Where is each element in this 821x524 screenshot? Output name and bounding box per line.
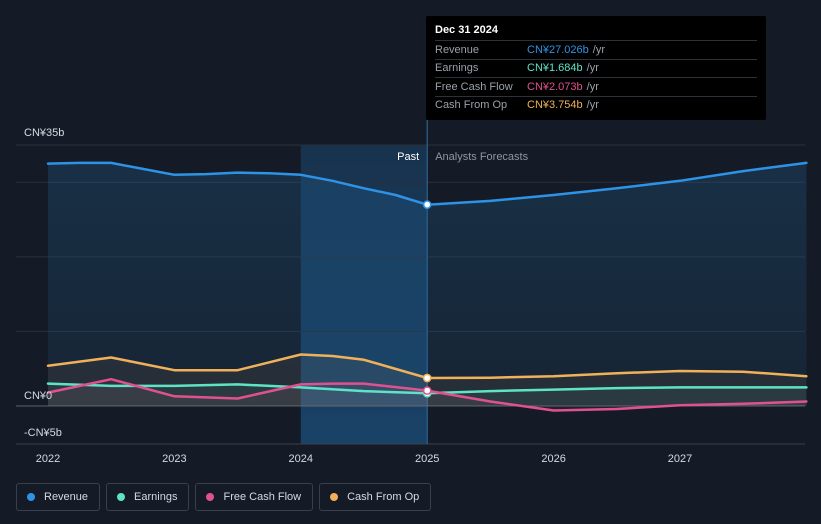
legend-item-earnings[interactable]: Earnings [106, 483, 190, 511]
past-label: Past [397, 151, 419, 163]
line-cash-from-op [46, 353, 808, 380]
y-tick-label: CN¥0 [24, 390, 52, 402]
tooltip-value: CN¥3.754b [527, 99, 583, 112]
revenue-dot-icon [27, 493, 35, 501]
tooltip-unit: /yr [592, 43, 606, 56]
line-free-cash-flow [46, 377, 808, 412]
tooltip-unit: /yr [586, 99, 599, 112]
legend-item-revenue[interactable]: Revenue [16, 483, 101, 511]
x-tick-label: 2022 [36, 453, 60, 465]
cash-from-op-dot-icon [330, 493, 339, 501]
free-cash-flow-dot-icon [206, 493, 215, 501]
legend-label: Cash From Op [347, 491, 420, 503]
x-tick-label: 2024 [289, 453, 313, 465]
tooltip-value: CN¥27.026b [527, 43, 589, 56]
legend: Revenue Earnings Free Cash Flow Cash Fro… [16, 483, 432, 511]
forecast-label: Analysts Forecasts [435, 151, 528, 163]
tooltip-value: CN¥2.073b [527, 80, 583, 93]
y-tick-label: -CN¥5b [24, 427, 62, 439]
x-tick-label: 2023 [162, 453, 186, 465]
earnings-dot-icon [117, 493, 126, 501]
marker-cash-from-op [422, 373, 432, 383]
tooltip-row-earnings: Earnings CN¥1.684b /yr [435, 58, 757, 78]
tooltip-row-free-cash-flow: Free Cash Flow CN¥2.073b /yr [435, 77, 757, 96]
legend-label: Revenue [44, 491, 89, 503]
x-tick-label: 2027 [668, 453, 692, 465]
y-tick-label: CN¥35b [24, 127, 64, 139]
tooltip-unit: /yr [586, 80, 599, 93]
tooltip-label: Earnings [435, 62, 479, 75]
line-revenue [46, 161, 808, 206]
tooltip-label: Free Cash Flow [435, 80, 513, 93]
marker-revenue [422, 200, 432, 210]
tooltip-unit: /yr [586, 62, 599, 75]
tooltip-value: CN¥1.684b [527, 62, 583, 75]
marker-free-cash-flow [422, 386, 432, 395]
legend-label: Earnings [134, 491, 178, 503]
tooltip-row-cash-from-op: Cash From Op CN¥3.754b /yr [435, 95, 757, 115]
tooltip-row-revenue: Revenue CN¥27.026b /yr [435, 40, 757, 59]
tooltip-label: Revenue [435, 43, 480, 56]
legend-item-cash-from-op[interactable]: Cash From Op [319, 483, 432, 511]
tooltip-label: Cash From Op [435, 99, 508, 112]
area-revenue [48, 162, 807, 406]
tooltip-date: Dec 31 2024 [435, 24, 498, 36]
legend-item-free-cash-flow[interactable]: Free Cash Flow [195, 483, 314, 511]
x-tick-label: 2026 [541, 453, 565, 465]
legend-label: Free Cash Flow [223, 491, 302, 503]
tooltip: Dec 31 2024 Revenue CN¥27.026b /yr Earni… [426, 16, 766, 120]
x-tick-label: 2025 [415, 453, 439, 465]
